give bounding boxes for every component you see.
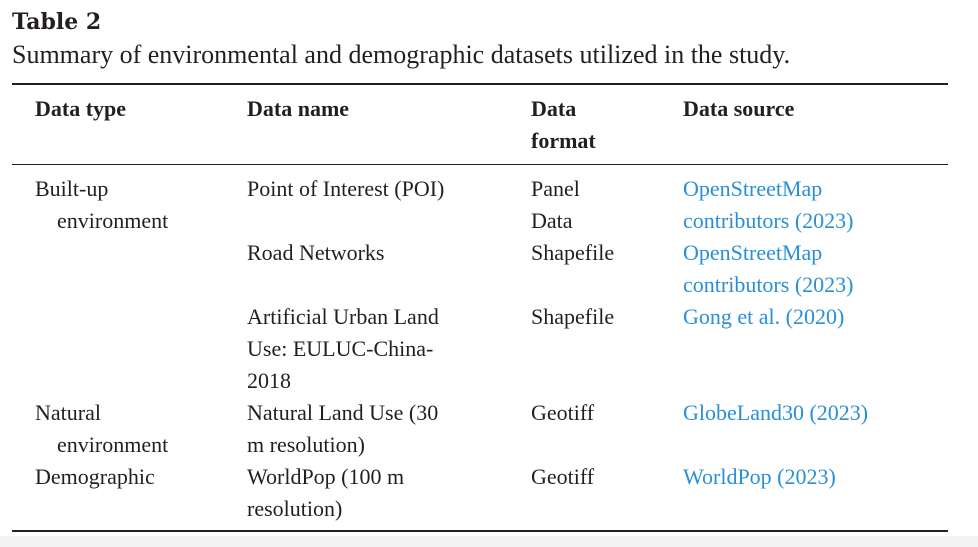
header-data-format-line-2: format xyxy=(531,128,596,153)
header-data-format: Data format xyxy=(531,93,596,157)
row-4-data-source-link[interactable]: GlobeLand30 (2023) xyxy=(683,400,869,425)
table-caption: Summary of environmental and demographic… xyxy=(12,40,791,69)
row-5-data-name: WorldPop (100 m resolution) xyxy=(247,461,404,525)
table-bottom-rule xyxy=(12,530,948,532)
row-1-format-line-2: Data xyxy=(531,208,573,233)
row-1-type-line-2: environment xyxy=(57,208,169,233)
row-1-format-line-1: Panel xyxy=(531,176,580,201)
table-top-rule xyxy=(12,83,948,85)
row-2-data-format: Shapefile xyxy=(531,240,615,265)
row-1-data-name: Point of Interest (POI) xyxy=(247,176,445,201)
row-1-data-source-link[interactable]: OpenStreetMap contributors (2023) xyxy=(683,173,853,237)
table-header-rule xyxy=(12,164,948,165)
row-1-data-type: Built-up environment xyxy=(35,173,168,237)
row-5-data-source-link[interactable]: WorldPop (2023) xyxy=(683,464,836,489)
row-3-name-line-1: Artificial Urban Land xyxy=(247,304,439,329)
row-5-name-line-1: WorldPop (100 m xyxy=(247,464,405,489)
row-1-source-line-2: contributors (2023) xyxy=(683,208,854,233)
row-3-data-source-link[interactable]: Gong et al. (2020) xyxy=(683,304,845,329)
row-5-name-line-2: resolution) xyxy=(247,496,343,521)
row-3-data-format: Shapefile xyxy=(531,304,615,329)
row-5-data-type: Demographic xyxy=(35,464,155,489)
header-data-format-line-1: Data xyxy=(531,96,577,121)
row-1-source-line-1: OpenStreetMap xyxy=(683,176,823,201)
row-3-data-name: Artificial Urban Land Use: EULUC-China- … xyxy=(247,301,439,397)
page-bottom-band xyxy=(0,536,978,547)
row-1-data-format: Panel Data xyxy=(531,173,580,237)
table-label: Table 2 xyxy=(12,9,102,35)
row-4-type-line-2: environment xyxy=(57,432,169,457)
header-data-name: Data name xyxy=(247,96,350,121)
row-4-name-line-1: Natural Land Use (30 xyxy=(247,400,439,425)
row-4-data-format: Geotiff xyxy=(531,400,595,425)
row-3-name-line-2: Use: EULUC-China- xyxy=(247,336,434,361)
row-2-data-name: Road Networks xyxy=(247,240,385,265)
header-data-type: Data type xyxy=(35,96,127,121)
row-1-type-line-1: Built-up xyxy=(35,176,109,201)
table-container: Table 2 Summary of environmental and dem… xyxy=(12,6,948,532)
row-3-name-line-3: 2018 xyxy=(247,368,291,393)
header-data-source: Data source xyxy=(683,96,795,121)
row-5-data-format: Geotiff xyxy=(531,464,595,489)
row-4-name-line-2: m resolution) xyxy=(247,432,365,457)
row-4-data-name: Natural Land Use (30 m resolution) xyxy=(247,397,438,461)
row-2-source-line-1: OpenStreetMap xyxy=(683,240,823,265)
row-2-source-line-2: contributors (2023) xyxy=(683,272,854,297)
row-2-data-source-link[interactable]: OpenStreetMap contributors (2023) xyxy=(683,237,853,301)
row-4-type-line-1: Natural xyxy=(35,400,101,425)
row-4-data-type: Natural environment xyxy=(35,397,168,461)
